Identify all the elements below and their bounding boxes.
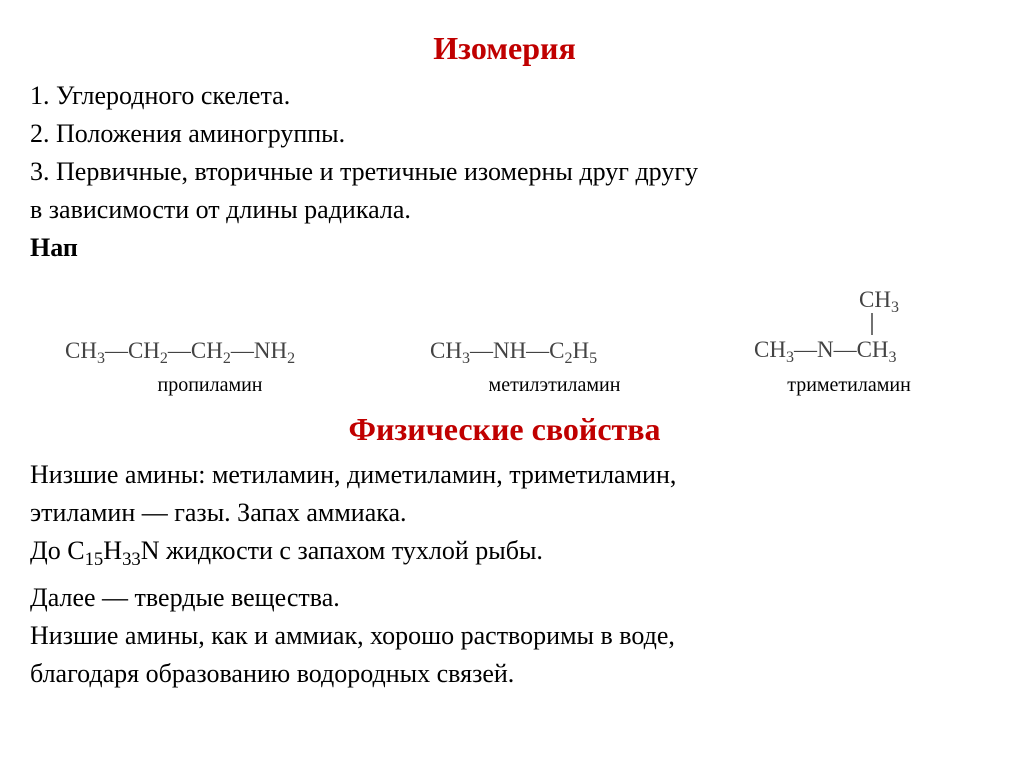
methylethylamine-structure-icon: CH3—NH—C2H5 [430, 330, 680, 370]
propylamine-structure-icon: CH3—CH2—CH2—NH2 [65, 330, 355, 370]
trimethylamine-structure-icon: CH3 CH3—N—CH3 [754, 285, 944, 370]
svg-text:CH3: CH3 [859, 287, 899, 316]
svg-text:CH3—NH—C2H5: CH3—NH—C2H5 [430, 338, 597, 367]
formula-methylethylamine: CH3—NH—C2H5 метилэтиламин [430, 330, 680, 397]
phys-line-5: Низшие амины, как и аммиак, хорошо раств… [30, 617, 979, 655]
formula-label: метилэтиламин [489, 374, 621, 397]
formula-propylamine: CH3—CH2—CH2—NH2 пропиламин [65, 330, 355, 397]
subscript: 15 [85, 549, 104, 570]
section-title-isomerism: Изомерия [30, 30, 979, 67]
section-title-physical: Физические свойства [30, 411, 979, 448]
formula-trimethylamine: CH3 CH3—N—CH3 триметиламин [754, 285, 944, 397]
list-item-2: 2. Положения аминогруппы. [30, 115, 979, 153]
phys-line-6: благодаря образованию водородных связей. [30, 655, 979, 693]
phys-line-1: Низшие амины: метиламин, диметиламин, тр… [30, 456, 979, 494]
phys-line-3: До C15H33N жидкости с запахом тухлой рыб… [30, 532, 979, 579]
formula-row: CH3—CH2—CH2—NH2 пропиламин CH3—NH—C2H5 м… [65, 285, 944, 397]
physical-properties-text: Низшие амины: метиламин, диметиламин, тр… [30, 456, 979, 693]
phys-line-4: Далее — твердые вещества. [30, 579, 979, 617]
document-page: Изомерия 1. Углеродного скелета. 2. Поло… [0, 0, 1024, 723]
nap-label: Нап [30, 229, 979, 267]
text-fragment: H [103, 536, 122, 565]
text-fragment: До C [30, 536, 85, 565]
svg-text:CH3—CH2—CH2—NH2: CH3—CH2—CH2—NH2 [65, 338, 295, 367]
isomerism-list: 1. Углеродного скелета. 2. Положения ами… [30, 77, 979, 267]
subscript: 33 [122, 549, 141, 570]
phys-line-2: этиламин — газы. Запах аммиака. [30, 494, 979, 532]
list-item-3b: в зависимости от длины радикала. [30, 191, 979, 229]
list-item-1: 1. Углеродного скелета. [30, 77, 979, 115]
list-item-3a: 3. Первичные, вторичные и третичные изом… [30, 153, 979, 191]
text-fragment: N жидкости с запахом тухлой рыбы. [141, 536, 543, 565]
formula-label: триметиламин [787, 374, 911, 397]
svg-text:CH3—N—CH3: CH3—N—CH3 [754, 337, 897, 366]
formula-label: пропиламин [157, 374, 262, 397]
